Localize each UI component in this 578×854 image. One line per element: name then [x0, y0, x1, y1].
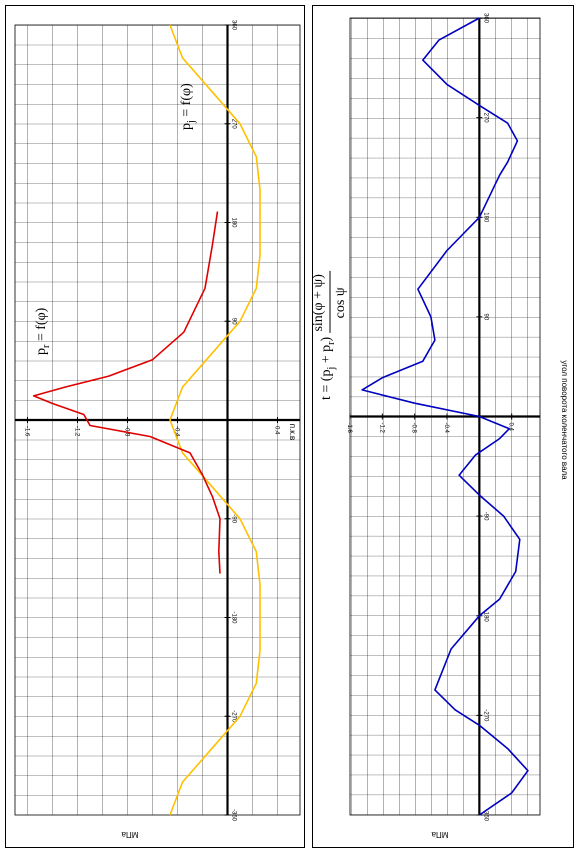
x-tick-label: 270	[482, 113, 488, 124]
formula-part: + p	[319, 345, 334, 367]
y-tick-label: -1.2	[74, 426, 80, 437]
fraction-numerator: sin(φ + ψ)	[311, 274, 326, 332]
y-tick-label: -0.8	[411, 423, 417, 434]
x-tick-label: -90	[482, 512, 488, 521]
panel-frame	[5, 5, 305, 848]
subscript: r	[41, 344, 52, 348]
formula-text: pr = f(φ)	[34, 307, 52, 355]
x-tick-label: -180	[482, 610, 488, 623]
formula-part: )	[319, 337, 334, 342]
x-tick-label: -270	[482, 709, 488, 722]
value-axis-label: МПа	[121, 830, 138, 839]
formula-part: p	[179, 123, 194, 130]
series-line	[169, 24, 261, 816]
x-tick-label: 90	[231, 318, 237, 325]
panel-frame	[312, 5, 574, 848]
formula-text: pj = f(φ)	[179, 83, 197, 130]
formula: pj = f(φ)	[179, 83, 197, 130]
y-tick-label: 0.4	[508, 423, 514, 432]
x-tick-label: 360	[482, 13, 488, 24]
y-tick-label: -1.6	[24, 426, 30, 437]
x-tick-label: 90	[482, 314, 488, 321]
formula: pr = f(φ)	[34, 307, 52, 355]
x-tick-label: -180	[231, 611, 237, 624]
subscript: j	[186, 120, 197, 124]
angle-axis-label: п.к.в	[288, 424, 297, 441]
subscript: r	[326, 341, 337, 345]
formula-part: = f(φ)	[179, 83, 194, 120]
y-tick-label: -0.4	[174, 426, 180, 437]
subscript: j	[326, 367, 337, 371]
x-tick-label: 270	[231, 119, 237, 130]
x-tick-label: -90	[231, 514, 237, 523]
angle-axis-label: угол поворота коленчатого вала	[560, 360, 569, 480]
formula-part: p	[34, 348, 49, 355]
x-tick-label: 180	[231, 217, 237, 228]
x-tick-label: -360	[482, 809, 488, 822]
x-tick-label: 180	[482, 212, 488, 223]
y-tick-label: -1.6	[346, 423, 352, 434]
formula-part: = f(φ)	[34, 307, 49, 344]
value-axis-label: МПа	[431, 830, 448, 839]
x-tick-label: -360	[231, 809, 237, 822]
y-tick-label: -1.2	[378, 423, 384, 434]
series-line	[32, 211, 221, 574]
fraction-denominator: cos ψ	[333, 287, 348, 318]
formula-part: t = (p	[319, 370, 334, 400]
x-tick-label: -270	[231, 710, 237, 723]
y-tick-label: 0.4	[274, 426, 280, 435]
series-line	[361, 17, 529, 816]
formula: t = (pj + pr) sin(φ + ψ) cos ψ	[311, 270, 348, 400]
y-tick-label: -0.4	[443, 423, 449, 434]
x-tick-label: 360	[231, 20, 237, 31]
formula-text: t = (pj + pr)	[319, 337, 337, 400]
